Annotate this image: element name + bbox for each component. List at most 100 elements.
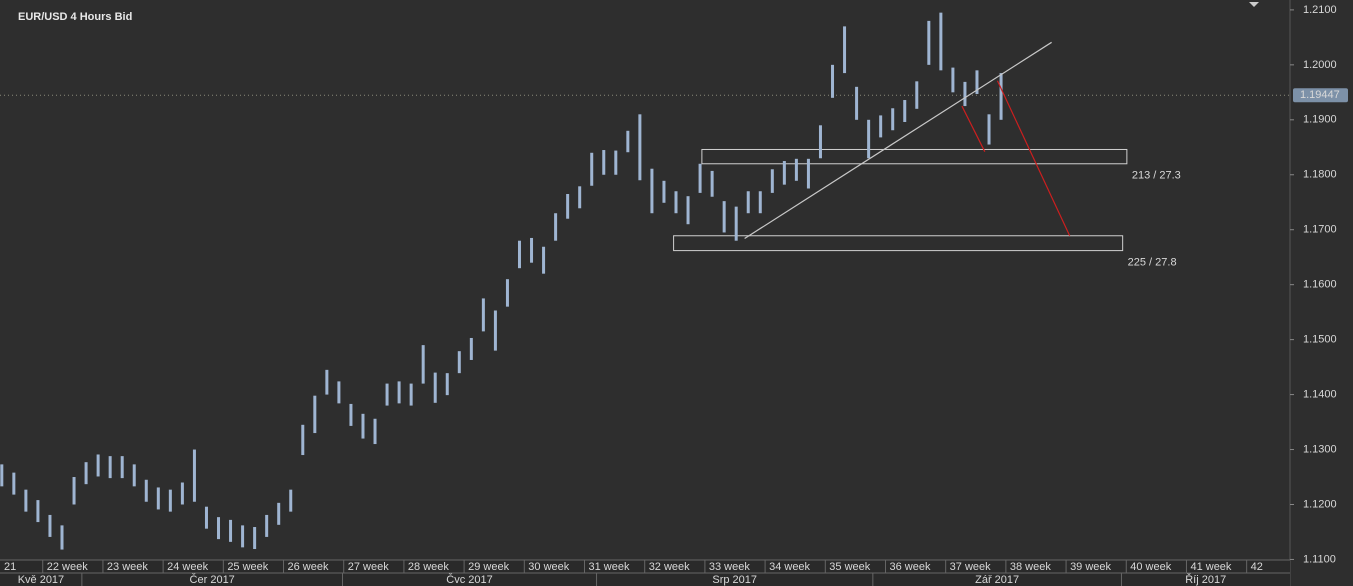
trend-line xyxy=(996,80,1071,237)
price-bar xyxy=(241,525,245,548)
price-bar xyxy=(626,130,630,153)
price-bar xyxy=(217,517,221,540)
price-bar xyxy=(674,191,678,214)
y-tick-label: 1.1400 xyxy=(1303,388,1337,400)
price-bar xyxy=(734,206,738,241)
price-bar xyxy=(614,150,618,175)
price-bar xyxy=(481,298,485,332)
x-tick-label: 41 week xyxy=(1190,561,1231,573)
price-bar xyxy=(60,525,64,550)
price-bar xyxy=(650,168,654,214)
price-bar xyxy=(108,456,112,479)
price-bar xyxy=(144,479,148,502)
price-bar xyxy=(373,418,377,445)
price-bar xyxy=(927,20,931,65)
price-bar xyxy=(289,489,293,512)
price-bar xyxy=(831,64,835,98)
y-tick-label: 1.1100 xyxy=(1303,553,1336,565)
price-bar xyxy=(951,67,955,93)
x-tick-label: 25 week xyxy=(227,561,268,573)
y-tick-label: 1.2100 xyxy=(1303,4,1337,16)
price-bar xyxy=(168,489,172,512)
month-label: Srp 2017 xyxy=(712,574,757,586)
trend-line xyxy=(961,105,986,152)
chart-title: EUR/USD 4 Hours Bid xyxy=(18,11,132,23)
price-bar xyxy=(84,462,88,485)
price-zone xyxy=(673,235,1124,252)
menu-arrow[interactable] xyxy=(1249,2,1259,7)
x-tick-label: 34 week xyxy=(769,561,810,573)
price-bar xyxy=(120,456,124,479)
price-bar xyxy=(879,115,883,138)
price-bar xyxy=(578,186,582,209)
price-bar xyxy=(445,373,449,396)
price-bar xyxy=(24,489,28,512)
price-bar xyxy=(758,191,762,214)
price-bar xyxy=(505,279,509,307)
month-label: Říj 2017 xyxy=(1185,573,1226,586)
trend-line xyxy=(744,41,1052,240)
price-bar xyxy=(385,383,389,406)
price-bar xyxy=(204,506,208,529)
price-bar xyxy=(253,527,257,550)
price-bar xyxy=(794,158,798,181)
price-bar xyxy=(313,395,317,434)
price-bar xyxy=(132,464,136,487)
month-label: Kvě 2017 xyxy=(18,574,64,586)
x-tick-label: 39 week xyxy=(1070,561,1111,573)
y-tick-label: 1.1900 xyxy=(1303,114,1337,126)
y-tick-label: 1.1300 xyxy=(1303,443,1337,455)
y-tick-label: 1.1600 xyxy=(1303,279,1337,291)
y-tick-label: 1.1700 xyxy=(1303,224,1337,236)
zone-label: 225 / 27.8 xyxy=(1128,257,1177,269)
price-bar xyxy=(277,502,281,525)
x-tick-label: 33 week xyxy=(709,561,750,573)
month-label: Čvc 2017 xyxy=(446,573,492,586)
price-bar xyxy=(433,372,437,403)
price-bar xyxy=(722,201,726,233)
price-bar xyxy=(987,114,991,145)
price-bar xyxy=(843,26,847,74)
price-bar xyxy=(192,449,196,502)
price-bar xyxy=(782,161,786,185)
x-tick-label: 40 week xyxy=(1130,561,1171,573)
price-bar xyxy=(325,369,329,395)
price-bar xyxy=(903,100,907,123)
price-bar xyxy=(48,514,52,537)
price-bar xyxy=(746,191,750,214)
x-tick-label: 31 week xyxy=(589,561,630,573)
price-bar xyxy=(590,152,594,186)
x-tick-label: 29 week xyxy=(468,561,509,573)
price-bar xyxy=(349,403,353,426)
price-bar xyxy=(939,12,943,71)
price-bar xyxy=(397,381,401,404)
month-label: Čer 2017 xyxy=(190,573,235,586)
price-bar xyxy=(96,454,100,477)
x-tick-label: 26 week xyxy=(288,561,329,573)
price-bar xyxy=(421,345,425,384)
price-bar xyxy=(710,170,714,197)
price-bar xyxy=(36,500,40,523)
plot-area: 213 / 27.3 225 / 27.8 xyxy=(0,12,1290,550)
price-bar xyxy=(469,337,473,360)
price-bar xyxy=(638,114,642,181)
price-bar xyxy=(337,381,341,404)
price-bar xyxy=(915,81,919,109)
price-bar xyxy=(566,193,570,219)
y-tick-label: 1.1200 xyxy=(1303,498,1337,510)
x-tick-label: 30 week xyxy=(528,561,569,573)
price-bar xyxy=(72,477,76,505)
x-tick-label: 23 week xyxy=(107,561,148,573)
price-bar xyxy=(891,108,895,131)
price-bar xyxy=(999,73,1003,120)
x-tick-label: 37 week xyxy=(950,561,991,573)
x-tick-label: 35 week xyxy=(829,561,870,573)
price-bar xyxy=(806,158,810,189)
price-bar xyxy=(0,464,4,487)
price-bar xyxy=(662,180,666,203)
price-bar xyxy=(156,487,160,510)
price-bar xyxy=(493,310,497,351)
price-bar xyxy=(698,163,702,193)
price-bar xyxy=(229,519,233,542)
